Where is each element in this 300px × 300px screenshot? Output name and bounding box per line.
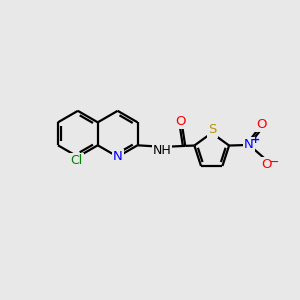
Text: S: S [208, 124, 217, 136]
Text: O: O [176, 115, 186, 128]
Text: O: O [256, 118, 267, 131]
Text: N: N [113, 150, 122, 163]
Text: Cl: Cl [70, 154, 82, 167]
Text: −: − [269, 156, 279, 170]
Text: N: N [244, 138, 254, 152]
Text: O: O [262, 158, 272, 171]
Text: NH: NH [153, 144, 171, 157]
Text: +: + [250, 135, 260, 145]
